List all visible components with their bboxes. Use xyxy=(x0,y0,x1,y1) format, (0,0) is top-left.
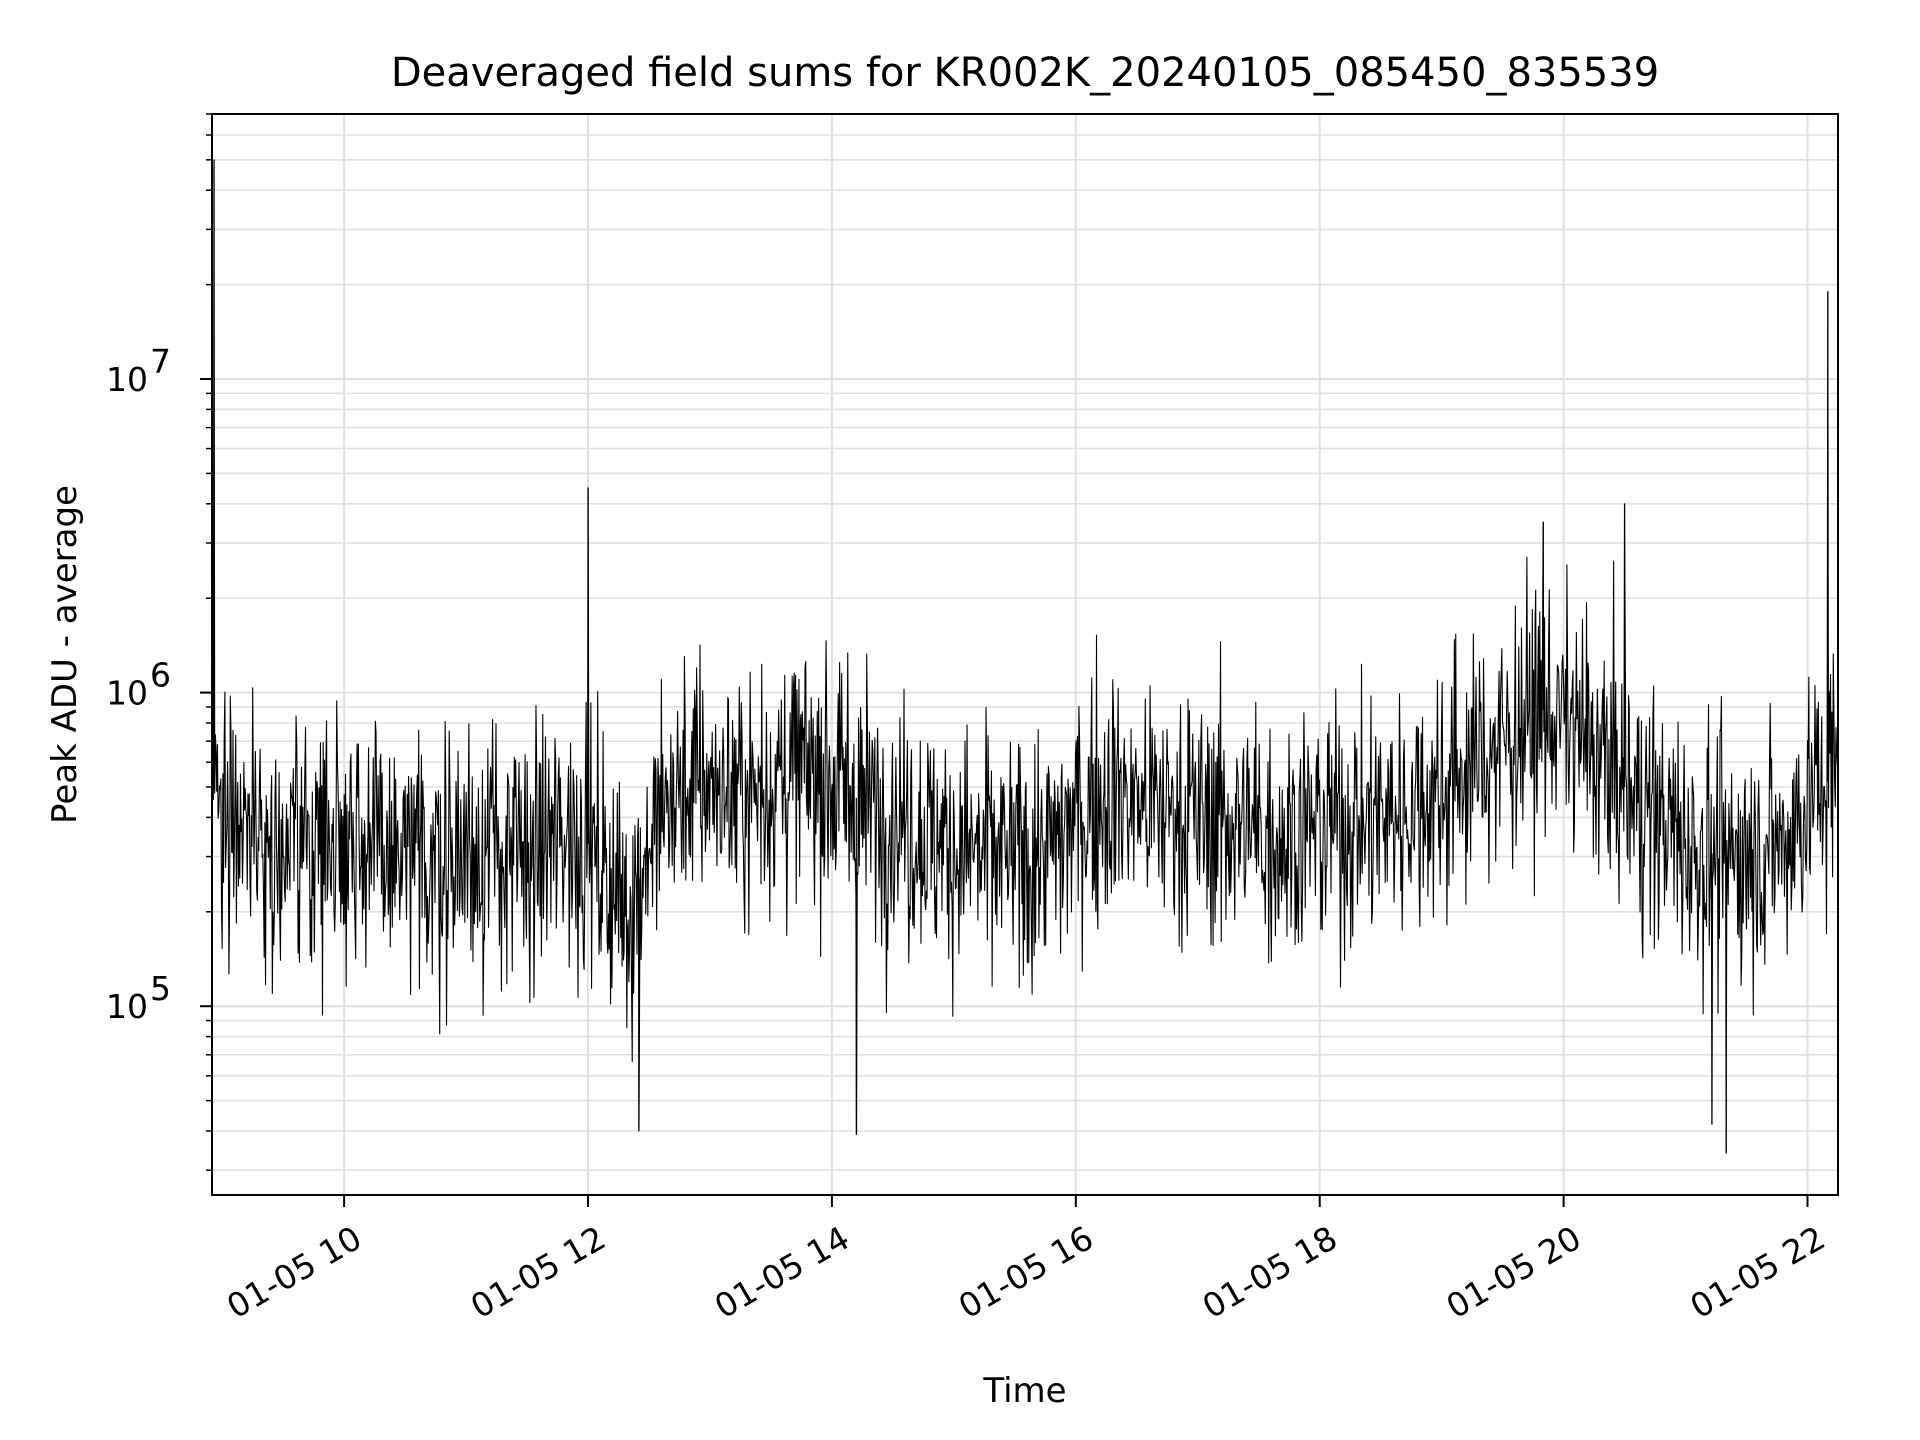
y-tick-label: 10 xyxy=(106,360,148,399)
y-tick-label: 10 xyxy=(106,674,148,713)
y-tick-label-exponent: 7 xyxy=(150,342,171,381)
chart-title: Deaveraged field sums for KR002K_2024010… xyxy=(391,50,1659,96)
series-line xyxy=(211,159,1839,1154)
y-tick-label-exponent: 5 xyxy=(150,969,171,1008)
plot-frame xyxy=(211,113,1839,1196)
series-layer xyxy=(211,159,1839,1154)
y-tick-label: 10 xyxy=(106,987,148,1026)
y-tick-label-exponent: 6 xyxy=(150,656,171,695)
y-axis-title: Peak ADU - average xyxy=(45,485,85,824)
x-axis-title: Time xyxy=(982,1371,1066,1411)
